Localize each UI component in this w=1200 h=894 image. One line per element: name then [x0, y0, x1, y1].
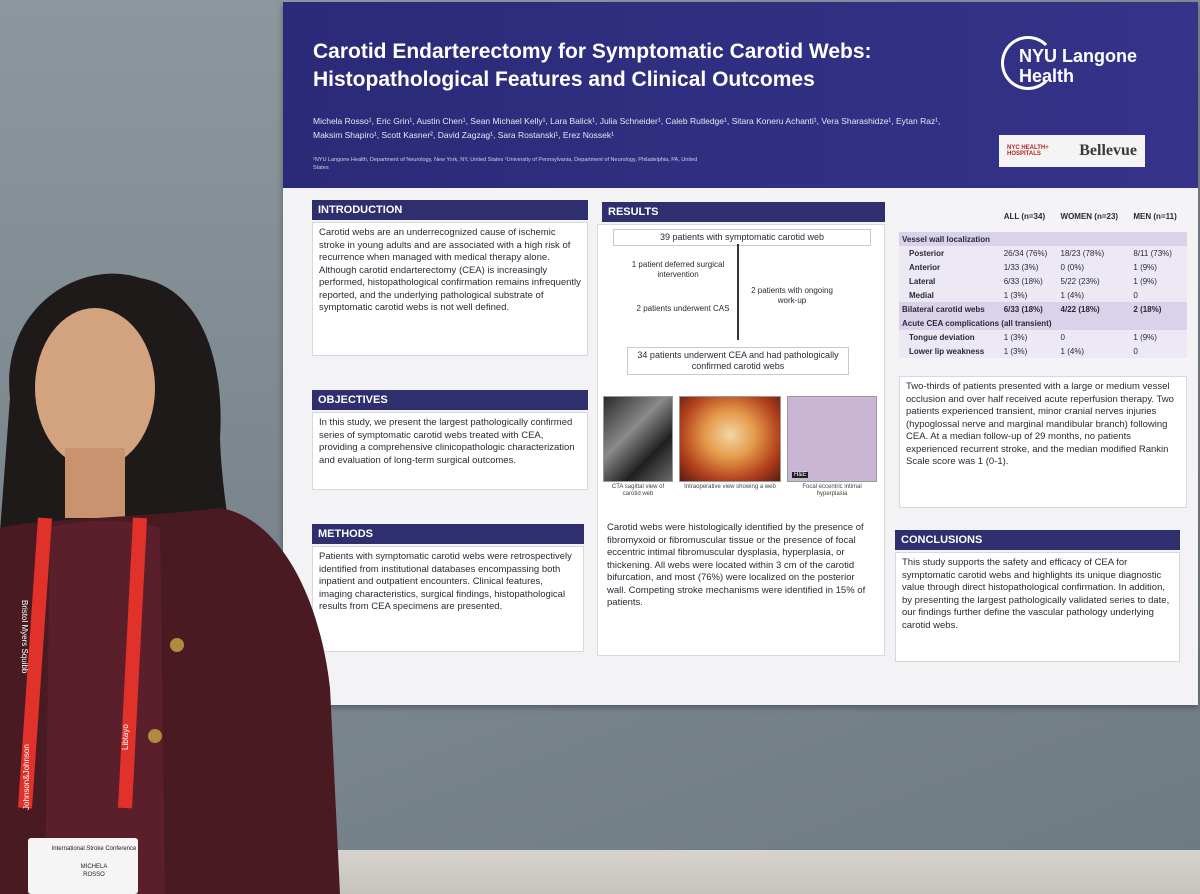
table-row: Lower lip weakness 1 (3%) 1 (4%) 0: [899, 344, 1187, 358]
objectives-text: In this study, we present the largest pa…: [312, 412, 588, 490]
research-poster: Carotid Endarterectomy for Symptomatic C…: [283, 2, 1198, 705]
conclusions-heading: CONCLUSIONS: [895, 530, 1180, 550]
table-cell: 4/22 (18%): [1057, 302, 1131, 316]
poster-header: Carotid Endarterectomy for Symptomatic C…: [283, 2, 1198, 188]
table-cell: 1 (3%): [1000, 288, 1058, 302]
cta-image: [603, 396, 673, 482]
table-group-label: Acute CEA complications (all transient): [899, 316, 1187, 330]
table-cell: 6/33 (18%): [1000, 302, 1058, 316]
conclusions-text: This study supports the safety and effic…: [895, 552, 1180, 662]
table-cell: Lower lip weakness: [899, 344, 1001, 358]
table-cell: 8/11 (73%): [1130, 246, 1187, 260]
table-cell: 2 (18%): [1130, 302, 1187, 316]
table-cell: 18/23 (78%): [1057, 246, 1131, 260]
neck: [65, 448, 125, 518]
table-header-cell: [899, 200, 1001, 232]
lanyard-text-2: Johnson&Johnson: [22, 744, 31, 810]
table-cell: Medial: [899, 288, 1001, 302]
face: [35, 308, 155, 468]
badge-event: International Stroke Conference: [51, 846, 137, 852]
histology-caption: Focal eccentric intimal hyperplasia: [802, 484, 862, 497]
table-cell: 1 (9%): [1130, 330, 1187, 344]
table-cell: 6/33 (18%): [1000, 274, 1058, 288]
flow-right: 2 patients with ongoing work-up: [751, 286, 833, 305]
histology-stain-label: H&E: [792, 472, 809, 478]
table-summary-text: Two-thirds of patients presented with a …: [899, 376, 1187, 508]
table-cell: 1/33 (3%): [1000, 260, 1058, 274]
flow-top-box: 39 patients with symptomatic carotid web: [613, 229, 871, 246]
introduction-text: Carotid webs are an underrecognized caus…: [312, 222, 588, 356]
table-cell: 1 (4%): [1057, 288, 1131, 302]
cardigan-button: [148, 729, 162, 743]
results-heading: RESULTS: [602, 202, 885, 222]
logo-text: NYU Langone Health: [1019, 46, 1138, 86]
results-text: Carotid webs were histologically identif…: [607, 522, 866, 608]
nyu-langone-logo: NYU Langone Health: [1001, 32, 1161, 102]
table-row: Lateral 6/33 (18%) 5/22 (23%) 1 (9%): [899, 274, 1187, 288]
table-cell: 0: [1057, 330, 1131, 344]
lanyard-text-1: Bristol Myers Squibb: [20, 600, 29, 674]
table-header-cell: ALL (n=34): [1003, 211, 1046, 221]
histology-image: H&E: [787, 396, 877, 482]
table-row: Posterior 26/34 (76%) 18/23 (78%) 8/11 (…: [899, 246, 1187, 260]
methods-heading: METHODS: [312, 524, 584, 544]
table-group-label: Bilateral carotid webs: [899, 302, 1001, 316]
table-cell: Anterior: [899, 260, 1001, 274]
poster-affiliations: ¹NYU Langone Health, Department of Neuro…: [313, 157, 698, 171]
flow-bottom-box: 34 patients underwent CEA and had pathol…: [627, 347, 849, 375]
presenter-photo: [0, 273, 340, 894]
badge-name-1: MICHELA: [80, 864, 108, 870]
logo-ring-icon: [1001, 36, 1055, 90]
badge-name-2: ROSSO: [83, 872, 105, 878]
table-group-row: Bilateral carotid webs 6/33 (18%) 4/22 (…: [899, 302, 1187, 316]
objectives-heading: OBJECTIVES: [312, 390, 588, 410]
name-badge: [28, 838, 138, 894]
bellevue-logo: NYC HEALTH+ HOSPITALS Bellevue: [999, 135, 1145, 167]
table-group-label: Vessel wall localization: [899, 232, 1187, 246]
methods-text: Patients with symptomatic carotid webs w…: [312, 546, 584, 652]
table-row: Anterior 1/33 (3%) 0 (0%) 1 (9%): [899, 260, 1187, 274]
intraop-caption: Intraoperative view showing a web: [684, 484, 776, 490]
lanyard-text-3: Libtayo: [121, 724, 130, 750]
flow-arrow-vertical: [737, 244, 739, 340]
table-cell: Tongue deviation: [899, 330, 1001, 344]
table-cell: Posterior: [899, 246, 1001, 260]
table-header-cell: MEN (n=11): [1133, 211, 1177, 221]
table-cell: 26/34 (76%): [1000, 246, 1058, 260]
table-group-row: Vessel wall localization: [899, 232, 1187, 246]
results-table: ALL (n=34) WOMEN (n=23) MEN (n=11) Vesse…: [899, 200, 1187, 372]
table-header-row: ALL (n=34) WOMEN (n=23) MEN (n=11): [899, 200, 1187, 232]
flow-left-2: 2 patients underwent CAS: [636, 304, 730, 313]
introduction-heading: INTRODUCTION: [312, 200, 588, 220]
poster-authors: Michela Rosso¹, Eric Grin¹, Austin Chen¹…: [313, 116, 941, 140]
table-cell: 0: [1130, 344, 1187, 358]
table-cell: 5/22 (23%): [1057, 274, 1131, 288]
table-cell: 1 (4%): [1057, 344, 1131, 358]
table-cell: 0: [1130, 288, 1187, 302]
sponsor-logo-name: Bellevue: [1079, 142, 1137, 159]
table-cell: 1 (9%): [1130, 260, 1187, 274]
table-cell: 1 (9%): [1130, 274, 1187, 288]
table-cell: 0 (0%): [1057, 260, 1131, 274]
table-cell: 1 (3%): [1000, 330, 1058, 344]
top: [45, 520, 165, 894]
cta-caption: CTA sagittal view of carotid web: [611, 484, 665, 497]
table-cell: 1 (3%): [1000, 344, 1058, 358]
lanyard: [18, 517, 147, 809]
table-row: Medial 1 (3%) 1 (4%) 0: [899, 288, 1187, 302]
table-cell: Lateral: [899, 274, 1001, 288]
poster-title: Carotid Endarterectomy for Symptomatic C…: [313, 40, 872, 91]
table-row: Tongue deviation 1 (3%) 0 1 (9%): [899, 330, 1187, 344]
cardigan-button: [170, 638, 184, 652]
flow-left-1: 1 patient deferred surgical intervention: [631, 260, 725, 279]
table-header-cell: WOMEN (n=23): [1060, 211, 1119, 221]
table-group-row: Acute CEA complications (all transient): [899, 316, 1187, 330]
sponsor-logo-text: NYC HEALTH+ HOSPITALS: [1007, 145, 1049, 157]
intraoperative-image: [679, 396, 781, 482]
